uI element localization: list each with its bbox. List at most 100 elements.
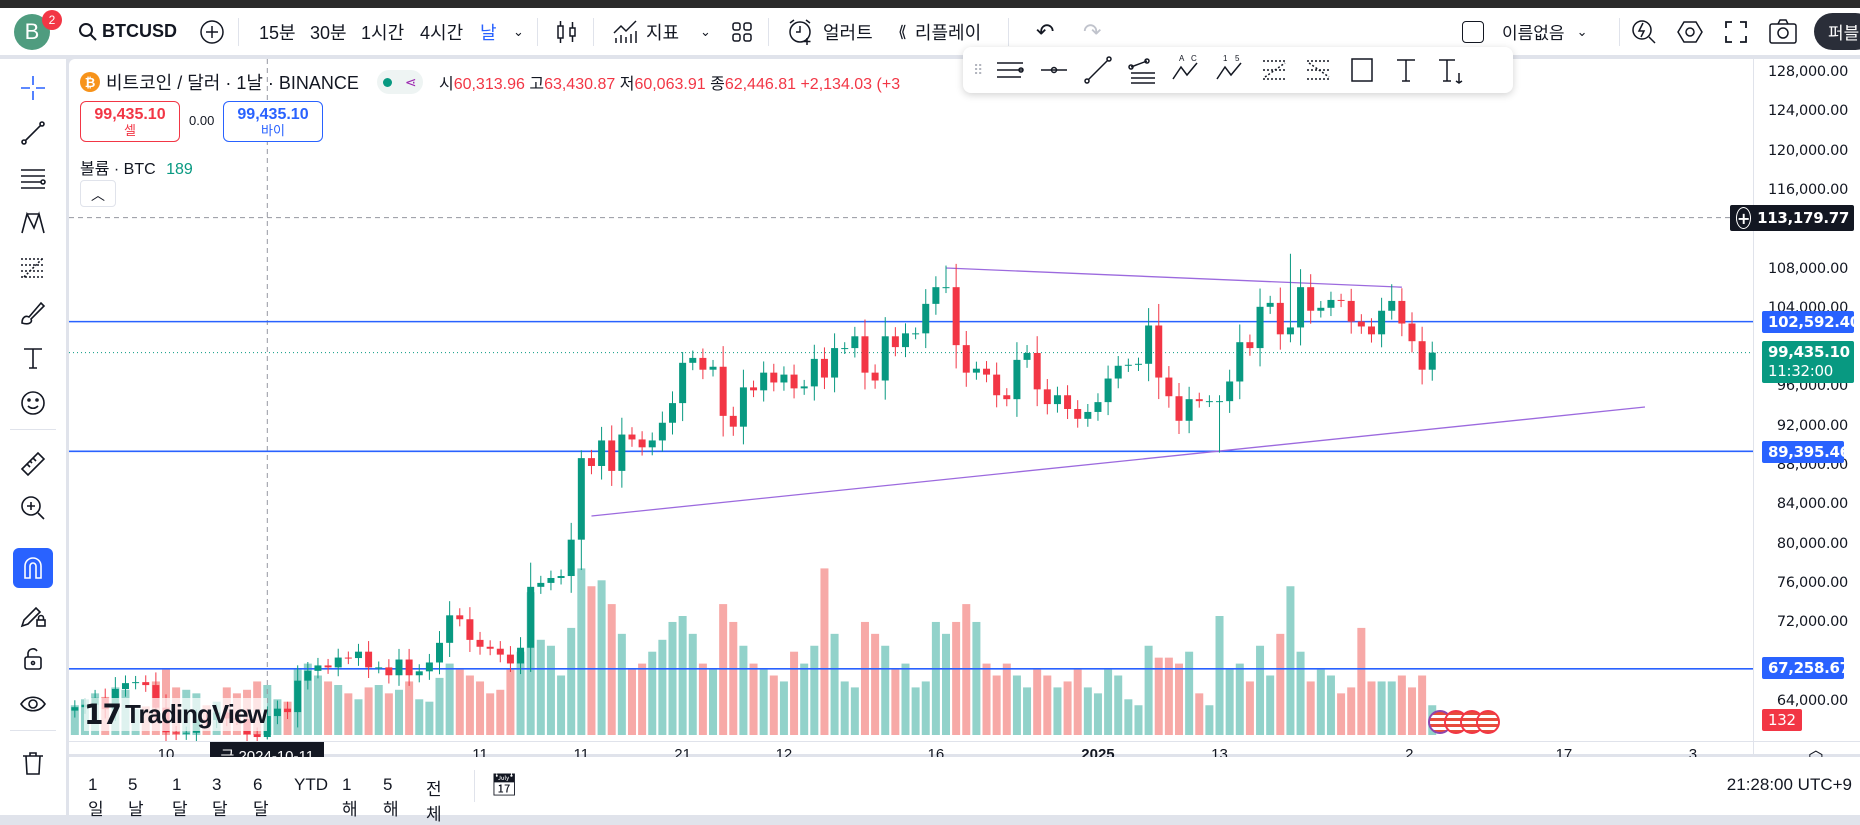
pattern-tool[interactable] xyxy=(13,203,53,243)
price-axis[interactable]: 128,000.00 124,000.00 120,000.00 116,000.00… xyxy=(1753,59,1860,741)
volume-bar xyxy=(790,651,799,735)
interval-1d-active[interactable]: 날 xyxy=(480,22,497,43)
indicators-button[interactable]: 지표 xyxy=(612,8,679,55)
chevron-up-icon: ︿ xyxy=(91,187,105,203)
fib-extension-icon[interactable] xyxy=(1301,53,1335,87)
candle-body xyxy=(820,358,828,378)
undo-button[interactable]: ↶ xyxy=(1036,8,1054,55)
redo-button[interactable]: ↷ xyxy=(1083,8,1101,55)
range-button-2[interactable]: 1달 xyxy=(172,775,188,819)
add-alert-plus-icon[interactable]: + xyxy=(1736,207,1752,229)
fib-channel-icon[interactable] xyxy=(1257,53,1291,87)
symbol-title[interactable]: 비트코인 / 달러 · 1날 · BINANCE xyxy=(106,73,359,93)
volume-bar xyxy=(759,669,768,735)
volume-bar xyxy=(850,687,859,735)
range-button-5[interactable]: YTD xyxy=(294,775,328,794)
volume-bar xyxy=(678,616,687,735)
remove-drawings-tool[interactable] xyxy=(13,743,53,783)
symbol-search-button[interactable]: BTCUSD xyxy=(78,8,177,55)
user-avatar[interactable]: B 2 xyxy=(14,8,62,55)
emoji-tool[interactable] xyxy=(13,383,53,423)
lock-all-tool[interactable] xyxy=(13,639,53,679)
buy-button[interactable]: 99,435.10 바이 xyxy=(223,101,323,142)
drag-handle-icon[interactable]: ⠿ xyxy=(973,61,984,78)
interval-4h[interactable]: 4시간 xyxy=(420,22,464,43)
interval-1h[interactable]: 1시간 xyxy=(361,22,405,43)
svg-text:5: 5 xyxy=(1235,54,1240,63)
volume-bar xyxy=(344,693,353,735)
candle-body xyxy=(1205,401,1213,403)
trend-line-icon[interactable] xyxy=(1081,53,1115,87)
interval-30m[interactable]: 30분 xyxy=(310,22,347,43)
horizontal-line-price-tag: 89,395.46 xyxy=(1762,441,1850,463)
range-button-4[interactable]: 6달 xyxy=(253,775,269,819)
candle xyxy=(1347,288,1355,334)
candle-body xyxy=(496,648,504,655)
fib-tool[interactable] xyxy=(13,248,53,288)
candle-body xyxy=(1094,402,1102,412)
buy-label: 바이 xyxy=(261,123,285,138)
trend-line-tool[interactable] xyxy=(13,113,53,153)
candle xyxy=(1064,385,1072,420)
candle xyxy=(993,362,1001,408)
publish-button[interactable]: 퍼블 xyxy=(1814,13,1860,50)
us-flag-event-icon[interactable] xyxy=(1476,710,1500,734)
anchored-text-icon[interactable] xyxy=(1433,53,1467,87)
candle xyxy=(871,364,879,389)
layouts-button[interactable] xyxy=(730,8,754,55)
compare-add-button[interactable] xyxy=(199,8,225,55)
candle-body xyxy=(71,707,79,711)
chart-type-button[interactable] xyxy=(555,8,579,55)
range-button-3[interactable]: 3달 xyxy=(212,775,228,819)
brush-tool[interactable] xyxy=(13,293,53,333)
market-status-toggle[interactable]: ⋖ xyxy=(376,70,423,94)
crosshair-tool[interactable] xyxy=(13,68,53,108)
fullscreen-button[interactable] xyxy=(1723,8,1749,55)
zoom-tool[interactable] xyxy=(13,488,53,528)
text-tool[interactable] xyxy=(13,338,53,378)
candle xyxy=(1337,293,1345,308)
range-button-6[interactable]: 1해 xyxy=(342,775,358,819)
range-button-7[interactable]: 5해 xyxy=(383,775,399,819)
hide-drawings-tool[interactable] xyxy=(13,684,53,724)
clock-timezone[interactable]: 21:28:00 UTC+9 xyxy=(1726,775,1852,794)
measure-tool[interactable] xyxy=(13,444,53,484)
candle-body xyxy=(182,732,190,734)
economic-events[interactable] xyxy=(1428,710,1500,734)
range-button-0[interactable]: 1일 xyxy=(88,775,104,819)
indicators-dropdown-chevron-icon[interactable]: ⌄ xyxy=(700,23,711,39)
magnet-tool-active[interactable] xyxy=(13,548,53,588)
candle xyxy=(263,706,271,740)
snapshot-button[interactable] xyxy=(1768,8,1798,55)
parallel-channel-icon[interactable] xyxy=(993,53,1027,87)
candle-body xyxy=(618,434,626,471)
rectangle-icon[interactable] xyxy=(1345,53,1379,87)
layout-menu-button[interactable]: 이름없음 ⌄ xyxy=(1462,8,1587,55)
interval-dropdown-chevron-icon[interactable]: ⌄ xyxy=(513,23,524,39)
replay-button[interactable]: ⟪ 리플레이 xyxy=(898,8,981,55)
horizontal-ray-icon[interactable] xyxy=(1037,53,1071,87)
volume-bar xyxy=(911,687,920,735)
candle-body xyxy=(253,734,261,738)
candle-body xyxy=(1266,302,1274,307)
fib-retracement-icon[interactable] xyxy=(1125,53,1159,87)
volume-bar xyxy=(445,663,454,735)
lock-drawings-tool[interactable] xyxy=(13,595,53,635)
sell-button[interactable]: 99,435.10 셀 xyxy=(80,101,180,142)
collapse-legend-button[interactable]: ︿ xyxy=(80,180,116,207)
horizontal-lines-tool[interactable] xyxy=(13,158,53,198)
volume-bar xyxy=(587,586,596,735)
alert-button[interactable]: 얼러트 xyxy=(787,8,873,55)
volume-bar xyxy=(658,639,667,735)
range-button-1[interactable]: 5날 xyxy=(128,775,144,819)
range-button-8[interactable]: 전체 xyxy=(426,780,442,824)
text-icon[interactable] xyxy=(1389,53,1423,87)
settings-button[interactable] xyxy=(1676,8,1704,55)
quick-search-button[interactable] xyxy=(1630,8,1658,55)
interval-15m[interactable]: 15분 xyxy=(259,22,296,43)
crosshair-icon xyxy=(21,76,45,100)
goto-date-calendar-icon[interactable]: 📅︎ xyxy=(490,772,518,797)
